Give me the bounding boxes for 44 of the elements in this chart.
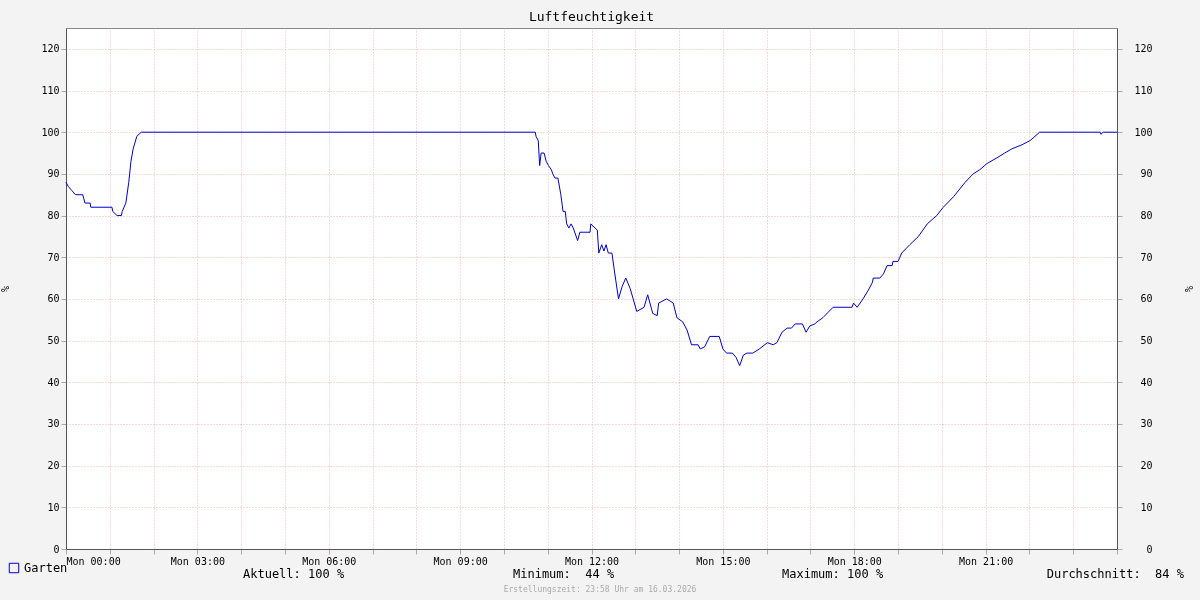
- x-tick-label: Mon 15:00: [696, 555, 751, 567]
- x-tick-label: Mon 09:00: [433, 555, 488, 567]
- line-series: [65, 131, 1118, 367]
- y2-tick-label: 60: [1140, 293, 1153, 305]
- chart-title: Luftfeuchtigkeit: [528, 9, 655, 24]
- legend-label: Garten: [24, 561, 68, 575]
- y-tick-label: 50: [47, 335, 60, 347]
- y2-axis-title: %: [1182, 285, 1194, 293]
- text: Erstellungszeit: 23:58 Uhr am 16.03.2026: [502, 585, 698, 594]
- y2-tick-label: 10: [1140, 501, 1153, 513]
- y2-tick-label: 50: [1140, 335, 1153, 347]
- y2-tick-label: 30: [1140, 418, 1153, 430]
- y-tick-label: 30: [47, 418, 60, 430]
- y2-tick-label: 70: [1140, 251, 1153, 263]
- y2-tick-label: 0: [1146, 543, 1153, 555]
- y-tick-label: 40: [47, 376, 60, 388]
- y-tick-label: 90: [47, 168, 60, 180]
- x-tick-label: Mon 00:00: [66, 555, 121, 567]
- y2-tick-label: 80: [1140, 210, 1153, 222]
- y2-tick-label: 20: [1140, 460, 1153, 472]
- y2-tick-label: 90: [1140, 168, 1153, 180]
- y-tick-label: 80: [47, 210, 60, 222]
- y-tick-label: 60: [47, 293, 60, 305]
- y-tick-label: 10: [47, 501, 60, 513]
- x-tick-label: Mon 06:00: [302, 555, 357, 567]
- y-tick-label: 100: [41, 126, 60, 138]
- y-tick-label: 70: [47, 251, 60, 263]
- y-tick-label: 0: [53, 543, 60, 555]
- text: Minimum: 44 %: [513, 567, 615, 581]
- y2-tick-label: 120: [1134, 43, 1153, 55]
- y-tick-label: 20: [47, 460, 60, 472]
- x-tick-label: Mon 21:00: [959, 555, 1014, 567]
- y-axis-title: %: [0, 285, 12, 293]
- y-tick-label: 120: [41, 43, 60, 55]
- y2-tick-label: 110: [1134, 85, 1153, 97]
- x-tick-label: Mon 12:00: [564, 555, 620, 567]
- text: Aktuell: 100 %: [243, 567, 345, 581]
- y-tick-label: 110: [41, 85, 60, 97]
- x-tick-label: Mon 03:00: [170, 555, 225, 567]
- text: Maximum: 100 %: [782, 567, 884, 581]
- y2-tick-label: 100: [1134, 126, 1153, 138]
- y2-tick-label: 40: [1140, 376, 1153, 388]
- text: Durchschnitt: 84 %: [1046, 567, 1184, 581]
- x-tick-label: Mon 18:00: [827, 555, 882, 567]
